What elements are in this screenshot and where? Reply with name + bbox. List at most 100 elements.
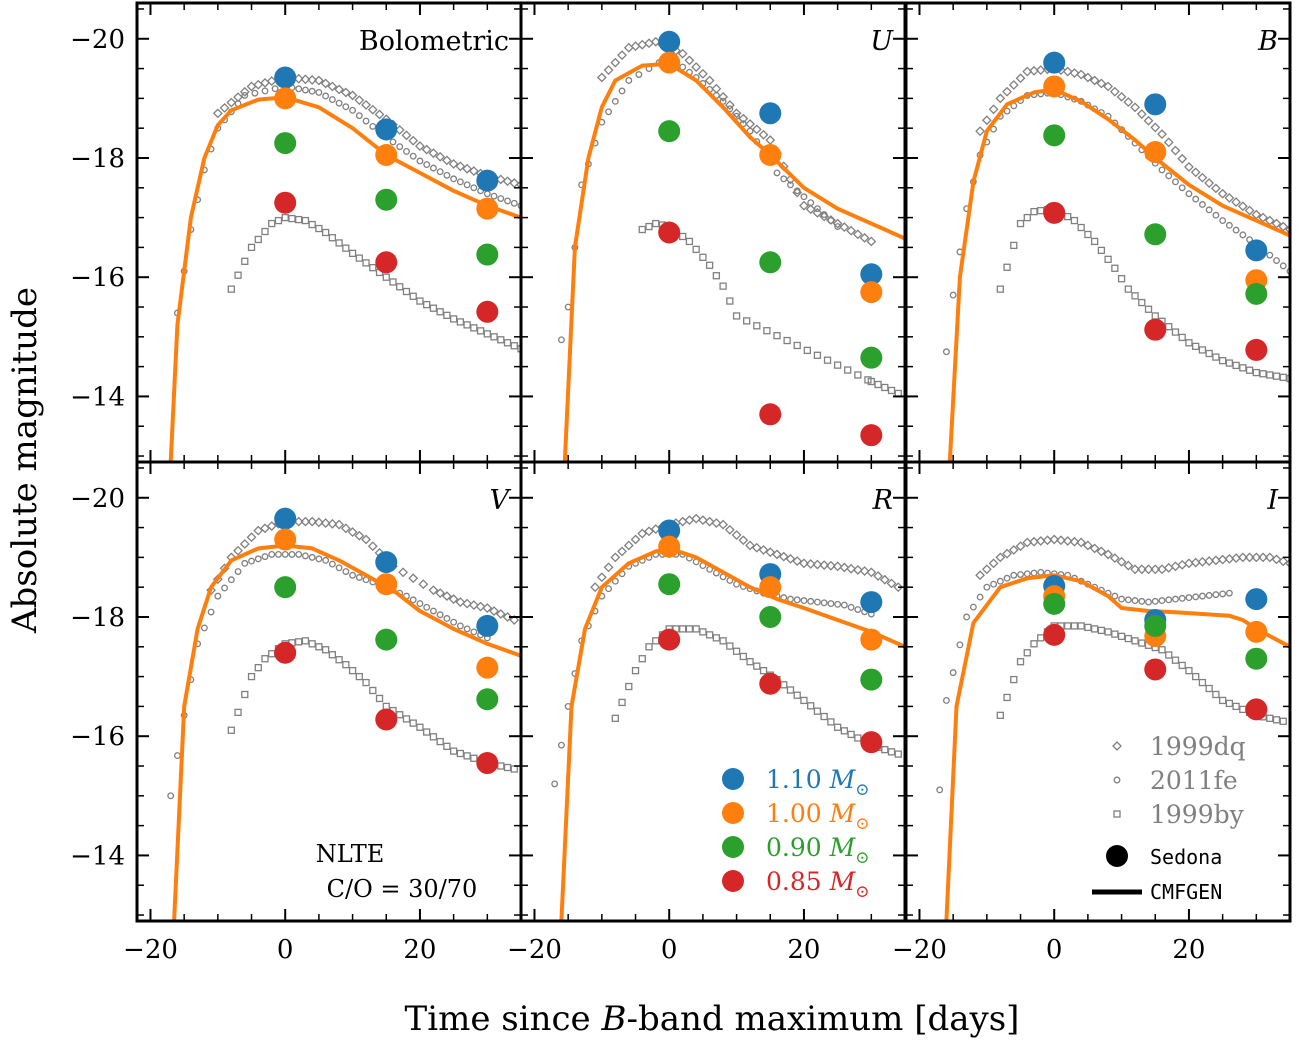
obs-1999dq-point: [751, 124, 762, 135]
obs-1999dq-point: [596, 72, 607, 83]
obs-1999dq-point: [1177, 559, 1188, 570]
obs-2011fe-point: [847, 603, 855, 611]
obs-1999dq-point: [441, 591, 452, 602]
panel-i: I −20 0 20 1999dq 2011fe 1999by Sedona CMFGEN: [892, 460, 1292, 965]
obs-2011fe-point: [234, 568, 242, 575]
sedona-point-0.90: [1043, 124, 1066, 147]
obs-2011fe-point: [1212, 211, 1220, 219]
legend-model-marker: [722, 802, 744, 824]
obs-1999dq-point: [718, 91, 729, 102]
obs-1999dq-point: [697, 68, 708, 79]
obs-1999dq-point: [799, 558, 809, 569]
obs-1999by-point: [517, 345, 521, 353]
sedona-point-0.90: [476, 688, 499, 711]
obs-1999by-point: [1239, 705, 1247, 714]
obs-1999by-point: [820, 712, 828, 721]
panel-v: V −20 −18 −16 −14 −20 0 20 NLTE C/O = 30/70: [70, 460, 523, 965]
annotation-line-1: NLTE: [316, 840, 385, 868]
obs-1999by-point: [476, 327, 485, 335]
obs-1999by-point: [456, 318, 465, 326]
obs-1999by-point: [800, 696, 808, 705]
obs-1999by-point: [807, 702, 815, 710]
obs-1999by-point: [362, 259, 370, 267]
obs-2011fe-point: [1178, 184, 1186, 192]
obs-2011fe-point: [504, 197, 511, 205]
obs-2011fe-point: [349, 106, 357, 114]
obs-1999by-point: [416, 297, 424, 305]
obs-1999dq-point: [995, 93, 1006, 104]
obs-1999dq-point: [610, 552, 621, 563]
obs-1999dq-point: [435, 588, 446, 599]
sedona-point-0.85: [658, 221, 681, 244]
obs-1999dq-point: [596, 572, 607, 583]
sedona-point-0.85: [1245, 698, 1268, 721]
obs-1999by-point: [1023, 213, 1031, 222]
obs-2011fe-point: [1225, 221, 1233, 229]
cmfgen-curve: [562, 61, 905, 462]
obs-1999by-point: [732, 312, 741, 320]
obs-1999dq-point: [1089, 75, 1100, 86]
obs-1999by-point: [416, 723, 424, 731]
obs-2011fe-point: [389, 138, 397, 146]
obs-2011fe-point: [328, 560, 336, 568]
sedona-point-0.90: [860, 668, 883, 691]
obs-1999by-point: [375, 694, 384, 703]
ticks: [521, 462, 906, 921]
obs-1999by-point: [712, 634, 721, 642]
obs-1999dq-point: [462, 598, 473, 609]
obs-1999by-point: [685, 237, 694, 246]
obs-1999dq-point: [441, 155, 452, 166]
sedona-point-0.90: [274, 576, 297, 599]
plot-area: [557, 30, 905, 462]
sedona-point-0.90: [274, 132, 297, 155]
obs-1999dq-point: [617, 546, 627, 557]
obs-1999by-point: [867, 377, 875, 386]
obs-1999by-point: [463, 321, 471, 329]
obs-1999dq-point: [677, 48, 688, 59]
x-tick-label: −20: [507, 935, 562, 965]
obs-1999dq-point: [1197, 172, 1208, 183]
obs-1999dq-point: [1130, 102, 1140, 113]
obs-2011fe-point: [429, 607, 437, 615]
obs-1999by-point: [1070, 216, 1079, 225]
legend-obs-marker: [1113, 810, 1121, 818]
sedona-point-0.90: [1245, 282, 1268, 305]
plot-area: [167, 507, 521, 921]
obs-1999dq-point: [697, 515, 708, 526]
obs-2011fe-point: [335, 564, 343, 572]
obs-1999dq-point: [1271, 554, 1282, 565]
obs-2011fe-point: [248, 557, 255, 565]
obs-1999dq-point: [711, 83, 722, 94]
obs-1999dq-point: [239, 86, 250, 97]
panel-title: I: [1266, 485, 1279, 516]
obs-1999dq-point: [1069, 536, 1080, 547]
obs-1999by-point: [254, 664, 262, 672]
obs-1999dq-point: [408, 573, 419, 584]
obs-1999by-point: [1272, 372, 1281, 380]
sedona-point-1.00: [658, 51, 681, 74]
obs-2011fe-point: [315, 555, 323, 563]
legend-sedona-marker: [1106, 845, 1128, 867]
obs-1999by-point: [746, 658, 754, 666]
obs-2011fe-point: [551, 780, 559, 788]
sedona-point-0.85: [274, 191, 297, 214]
obs-1999dq-point: [421, 144, 432, 155]
obs-2011fe-point: [827, 217, 835, 225]
obs-1999by-point: [1198, 678, 1207, 687]
obs-2011fe-point: [956, 641, 964, 649]
y-tick-label: −20: [70, 484, 125, 514]
obs-1999by-point: [1138, 639, 1146, 647]
obs-1999dq-point: [313, 75, 324, 86]
obs-2011fe-point: [793, 596, 801, 604]
obs-2011fe-point: [510, 199, 518, 207]
obs-1999dq-point: [630, 534, 641, 545]
obs-1999by-point: [887, 386, 896, 395]
obs-2011fe-point: [793, 187, 801, 195]
obs-2011fe-point: [268, 550, 276, 558]
obs-1999by-point: [753, 662, 761, 670]
obs-1999by-point: [645, 222, 653, 231]
sedona-point-0.85: [375, 708, 398, 731]
obs-1999by-point: [1003, 693, 1011, 702]
y-tick-label: −18: [70, 603, 125, 633]
